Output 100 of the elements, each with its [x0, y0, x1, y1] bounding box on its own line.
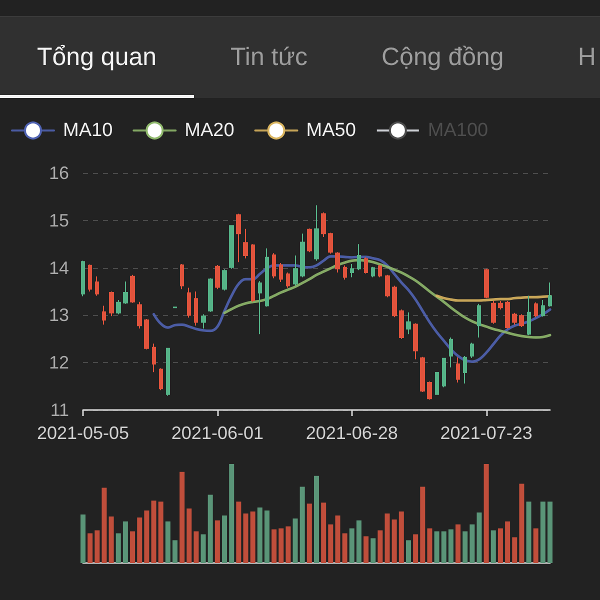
bar: [498, 528, 503, 563]
candlestick: [328, 232, 333, 254]
candlestick: [392, 285, 397, 318]
bar: [222, 515, 228, 563]
candlestick: [109, 291, 114, 317]
bar: [292, 518, 298, 563]
candlestick: [498, 300, 503, 310]
candlestick: [258, 280, 262, 335]
candlestick: [399, 309, 404, 340]
bar: [406, 540, 411, 563]
x-tick-label: 2021-05-05: [36, 423, 130, 443]
candlestick: [371, 266, 375, 278]
candlestick: [442, 357, 446, 388]
candlestick: [286, 272, 290, 288]
candlestick: [378, 264, 382, 278]
bar: [116, 533, 121, 563]
legend-label: MA20: [184, 120, 234, 141]
bar: [186, 508, 192, 563]
bar: [243, 514, 248, 563]
y-tick-label: 11: [50, 400, 69, 420]
bar: [257, 508, 262, 563]
bar: [526, 502, 532, 563]
bar: [306, 504, 312, 563]
candlestick: [222, 268, 227, 292]
candlestick: [435, 372, 439, 396]
candlestick: [534, 302, 538, 318]
text: Tin tức: [230, 43, 308, 72]
candlestick: [406, 312, 411, 335]
candlestick: [456, 356, 460, 384]
bar: [370, 538, 376, 563]
candlestick: [335, 252, 340, 274]
bar: [130, 531, 136, 563]
bar: [434, 531, 440, 563]
bar: [505, 521, 510, 563]
candlestick: [527, 295, 531, 336]
bar: [342, 533, 348, 563]
candlestick: [194, 291, 198, 326]
bar: [286, 526, 291, 563]
line-series: [152, 255, 552, 363]
bar: [165, 521, 170, 563]
candlestick: [293, 254, 298, 286]
candlestick: [159, 368, 163, 391]
bar: [80, 514, 86, 563]
candlestick: [243, 228, 248, 259]
y-tick-label: 15: [48, 210, 69, 230]
x-tick-label: 2021-06-01: [171, 423, 264, 443]
candlestick: [279, 262, 283, 283]
bar: [398, 512, 404, 563]
candlestick: [229, 224, 234, 270]
bar: [519, 484, 524, 563]
bar: [328, 524, 334, 563]
candlestick: [343, 264, 347, 280]
candlestick: [130, 274, 135, 304]
text: H: [578, 43, 596, 72]
legend-label: MA10: [63, 120, 113, 141]
bar: [144, 510, 150, 563]
candlestick: [201, 314, 206, 329]
bar: [250, 512, 256, 563]
candlestick: [357, 244, 361, 271]
text: Cộng đồng: [381, 43, 504, 72]
candlestick: [81, 260, 85, 297]
bar: [278, 528, 284, 563]
candlestick: [512, 312, 517, 326]
bar: [456, 524, 461, 563]
bar: [180, 472, 185, 563]
bar: [108, 516, 114, 563]
candlestick: [102, 305, 106, 326]
candlestick: [88, 264, 92, 292]
bar: [208, 494, 213, 563]
bar: [229, 464, 234, 563]
bar: [102, 488, 107, 563]
bar: [349, 528, 354, 563]
bar: [470, 524, 475, 563]
candlestick: [350, 264, 354, 278]
candlestick: [477, 303, 481, 338]
bar: [392, 519, 397, 563]
bar: [151, 500, 156, 563]
bar: [300, 486, 305, 563]
bar: [378, 530, 383, 563]
candlestick: [144, 318, 149, 350]
bar: [194, 531, 199, 563]
x-tick-label: 2021-06-28: [306, 423, 398, 443]
candlestick: [300, 233, 305, 278]
y-tick-label: 13: [48, 305, 69, 326]
bar: [214, 520, 220, 563]
candlestick: [251, 244, 255, 302]
bar: [413, 534, 418, 563]
bar: [364, 536, 369, 563]
candlestick: [95, 276, 99, 296]
candlestick: [427, 381, 432, 400]
bar: [490, 530, 496, 563]
legend-label: MA50: [306, 120, 356, 141]
bar: [88, 533, 93, 563]
candlestick: [470, 342, 474, 358]
bar: [540, 502, 546, 563]
bar: [122, 521, 128, 563]
candlestick: [484, 268, 489, 299]
bar: [356, 520, 362, 563]
candlestick: [137, 301, 142, 329]
text: Tổng quan: [37, 43, 157, 72]
